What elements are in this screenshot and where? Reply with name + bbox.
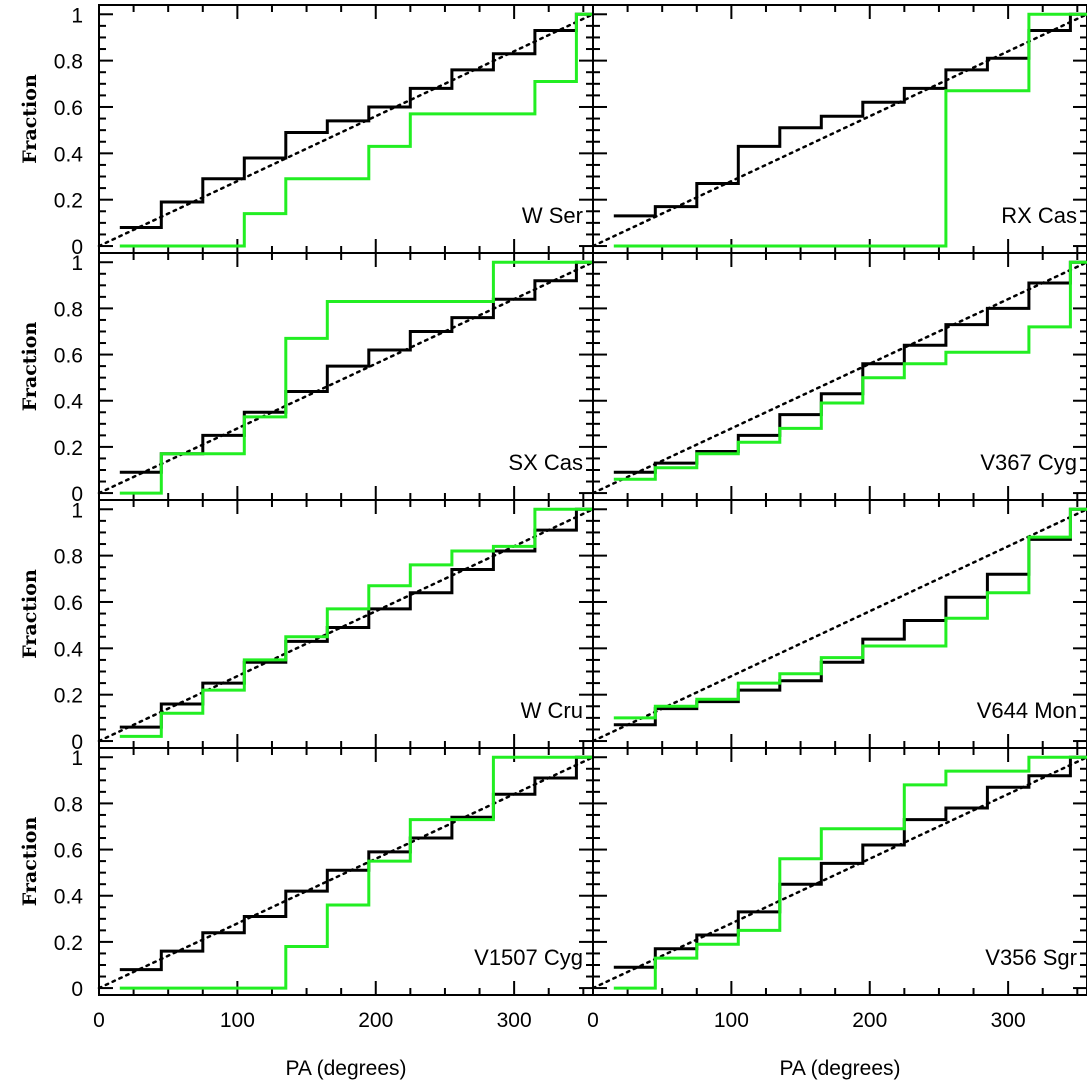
black-series-v367-cyg [613,260,1087,474]
y-tick-label: 1 [71,747,83,770]
y-tick-label: 0 [71,978,83,1001]
y-tick-label: 0.4 [54,391,84,414]
y-tick-label: 0.6 [54,592,83,615]
y-tick-label: 0.8 [54,298,83,321]
y-tick-label: 0.2 [54,685,83,708]
panel-label-v356-sgr: V356 Sgr [985,945,1077,970]
y-axis-title: Fraction [19,817,41,907]
y-tick-label: 0.4 [54,143,84,166]
y-tick-label: 0.6 [54,97,83,120]
black-series-sx-cas [119,260,593,474]
green-series-w-cru [119,507,593,738]
y-tick-label: 0.6 [54,840,83,863]
panel-label-v1507-cyg: V1507 Cyg [474,945,583,970]
y-axis-title: Fraction [19,74,41,164]
green-series-rx-cas [613,12,1087,248]
x-tick-label: 100 [714,1009,749,1032]
x-tick-label: 200 [852,1009,887,1032]
y-tick-label: 1 [71,4,83,27]
green-series-v367-cyg [613,260,1087,481]
uniform-reference-line-v644-mon [591,508,1087,743]
y-tick-label: 0.8 [54,51,83,74]
green-series-v1507-cyg [119,755,593,990]
y-axis-title: Fraction [19,322,41,412]
y-tick-label: 0.8 [54,793,83,816]
panel-frame-v356-sgr [592,747,1087,996]
panel-frame-w-cru [98,499,594,749]
y-tick-label: 1 [71,499,83,522]
x-tick-label: 0 [587,1009,599,1032]
green-series-sx-cas [119,260,593,495]
y-tick-label: 0 [71,483,83,506]
y-tick-label: 0.4 [54,886,84,909]
y-tick-label: 0.2 [54,932,83,955]
y-tick-label: 0.4 [54,638,84,661]
y-tick-label: 0 [71,731,83,754]
panel-label-w-cru: W Cru [521,698,583,723]
uniform-reference-line-v367-cyg [591,260,1087,495]
y-tick-label: 0 [71,236,83,259]
panel-label-w-ser: W Ser [522,203,583,228]
panel-label-rx-cas: RX Cas [1001,203,1077,228]
x-axis-title: PA (degrees) [285,1057,406,1080]
panel-label-v367-cyg: V367 Cyg [980,450,1077,475]
uniform-reference-line-w-cru [97,508,595,743]
green-series-w-ser [119,12,593,248]
y-tick-label: 0.2 [54,437,83,460]
y-axis-title: Fraction [19,569,41,659]
uniform-reference-line-w-ser [97,13,595,248]
green-series-v644-mon [613,507,1087,720]
black-series-v356-sgr [613,755,1087,969]
green-series-v356-sgr [613,755,1087,990]
x-tick-label: 200 [358,1009,393,1032]
panel-frame-w-ser [98,4,594,254]
y-tick-label: 1 [71,252,83,275]
black-series-rx-cas [613,12,1087,218]
black-series-w-ser [119,12,593,229]
x-tick-label: 300 [991,1009,1026,1032]
x-tick-label: 0 [93,1009,105,1032]
panel-label-v644-mon: V644 Mon [977,698,1077,723]
y-tick-label: 0.8 [54,546,83,569]
x-tick-label: 300 [497,1009,532,1032]
y-tick-label: 0.6 [54,345,83,368]
x-axis-title: PA (degrees) [779,1057,900,1080]
x-tick-label: 100 [220,1009,255,1032]
panel-label-sx-cas: SX Cas [508,450,583,475]
y-tick-label: 0.2 [54,190,83,213]
